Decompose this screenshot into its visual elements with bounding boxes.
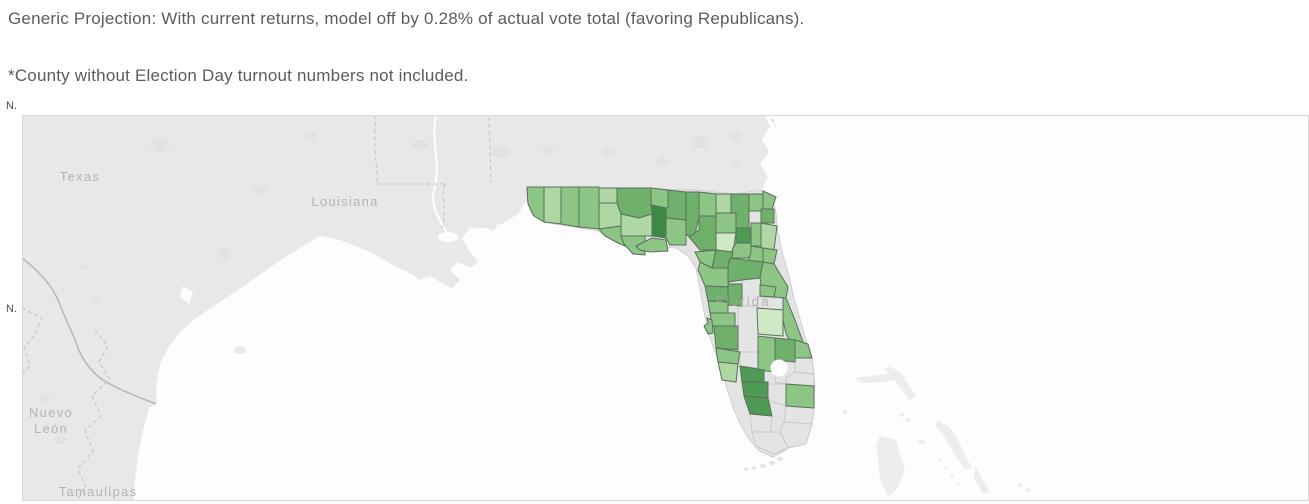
footnote: *County without Election Day turnout num… (8, 66, 469, 85)
county-shape[interactable] (620, 235, 646, 256)
county-shape[interactable] (750, 222, 762, 247)
county-shape[interactable] (620, 213, 653, 237)
county-shape[interactable] (715, 212, 737, 234)
county-shape[interactable] (543, 186, 562, 225)
county-shape[interactable] (703, 317, 714, 335)
bahamas-islands (843, 366, 1030, 497)
mississippi-river (432, 115, 447, 233)
county-shape[interactable] (760, 222, 778, 251)
county-shape[interactable] (616, 187, 653, 219)
county-layer (526, 186, 815, 455)
county-shape[interactable] (727, 257, 764, 283)
county-shape[interactable] (760, 208, 775, 224)
county-shape[interactable] (650, 187, 669, 209)
region-label: León (34, 421, 68, 436)
county-shape[interactable] (743, 395, 773, 417)
county-shape[interactable] (779, 421, 813, 449)
land-texture (40, 131, 741, 444)
county-shape[interactable] (735, 227, 752, 244)
county-shape[interactable] (774, 337, 796, 363)
county-shape[interactable] (717, 361, 739, 383)
county-shape[interactable] (751, 431, 789, 455)
county-shape[interactable] (759, 284, 777, 298)
county-shape[interactable] (651, 204, 667, 239)
county-shape[interactable] (762, 247, 778, 265)
region-label: Tamaulipas (59, 484, 138, 499)
region-label: Louisiana (311, 194, 378, 209)
county-shape[interactable] (578, 186, 600, 230)
county-shape[interactable] (739, 351, 759, 369)
county-shape[interactable] (698, 191, 717, 217)
county-shape[interactable] (756, 307, 784, 337)
latitude-tick: N. (6, 303, 17, 315)
county-shape[interactable] (783, 405, 815, 425)
florida-keys (743, 457, 783, 471)
page-title: Generic Projection: With current returns… (8, 9, 805, 28)
county-shape[interactable] (526, 186, 545, 223)
county-shape[interactable] (794, 357, 815, 375)
county-shape[interactable] (713, 325, 739, 351)
county-shape[interactable] (598, 202, 622, 230)
county-shape[interactable] (785, 383, 815, 409)
region-label: Florida (715, 294, 770, 309)
latitude-tick: N. (6, 100, 17, 112)
county-shape[interactable] (748, 193, 764, 212)
rio-grande-river (22, 257, 157, 405)
map-canvas[interactable]: Texas Louisiana Nuevo León Tamaulipas Florida (22, 115, 1309, 501)
county-shape[interactable] (635, 237, 669, 253)
lake-pontchartrain (438, 232, 458, 242)
county-shape[interactable] (794, 339, 813, 359)
region-label: Texas (60, 169, 100, 184)
county-shape[interactable] (715, 193, 732, 214)
county-shape[interactable] (598, 225, 628, 248)
county-shape[interactable] (749, 413, 773, 435)
county-shape[interactable] (757, 335, 776, 373)
county-shape[interactable] (598, 187, 618, 204)
county-shape[interactable] (727, 283, 743, 307)
galveston-bay (180, 286, 193, 304)
county-shape[interactable] (709, 312, 736, 327)
county-shape[interactable] (665, 189, 687, 221)
county-shape[interactable] (729, 242, 752, 259)
county-shape[interactable] (665, 217, 687, 246)
laguna-madre (137, 406, 151, 473)
mobile-bay (496, 224, 505, 242)
county-shape[interactable] (685, 191, 700, 239)
region-label: Nuevo (29, 405, 73, 420)
county-shape[interactable] (737, 305, 759, 353)
lake-okeechobee (770, 359, 788, 377)
county-shape[interactable] (560, 186, 580, 228)
county-shape[interactable] (741, 381, 769, 399)
